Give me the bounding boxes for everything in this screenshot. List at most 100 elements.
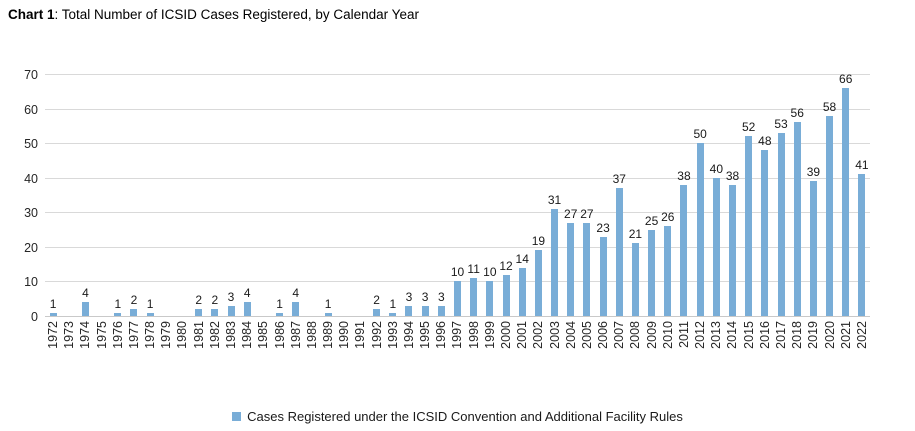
x-tick-label: 1972 <box>46 321 61 349</box>
bar-value-label: 12 <box>499 258 513 273</box>
bar-value-label: 58 <box>822 99 837 114</box>
bar <box>648 229 656 316</box>
bar <box>761 150 769 316</box>
bar-value-label: 66 <box>839 71 853 86</box>
legend: Cases Registered under the ICSID Convent… <box>0 409 915 424</box>
bar <box>534 250 542 316</box>
bar-value-label: 19 <box>531 234 546 249</box>
bar <box>826 115 834 316</box>
bar-value-label: 2 <box>195 293 202 308</box>
x-tick-label: 2018 <box>790 321 805 349</box>
x-tick-label: 2013 <box>709 321 724 349</box>
x-tick-label: 1986 <box>272 321 287 349</box>
x-tick-label: 1993 <box>385 321 400 349</box>
bar <box>211 309 219 316</box>
bar-value-label: 3 <box>437 289 445 304</box>
x-tick-label: 2000 <box>499 321 514 349</box>
y-tick-label: 50 <box>24 137 38 152</box>
bar-value-label: 1 <box>389 296 397 311</box>
bar <box>373 309 381 316</box>
x-tick-label: 2003 <box>547 321 562 349</box>
bar <box>486 281 494 316</box>
x-tick-label: 1988 <box>304 321 319 349</box>
x-tick-label: 1984 <box>240 321 255 349</box>
x-tick-label: 1991 <box>353 321 368 349</box>
bar-value-label: 4 <box>292 286 300 301</box>
chart-title-prefix: Chart 1 <box>8 7 55 22</box>
bar-value-label: 1 <box>276 296 283 311</box>
chart-title-text: : Total Number of ICSID Cases Registered… <box>54 7 419 22</box>
bar <box>712 177 720 316</box>
bar <box>680 184 688 316</box>
bar <box>454 281 461 316</box>
bar <box>130 309 138 316</box>
bar-value-label: 23 <box>596 220 610 235</box>
gridline <box>45 74 870 75</box>
x-tick-label: 2015 <box>741 321 756 349</box>
bar <box>551 208 559 316</box>
x-tick-label: 2009 <box>644 321 659 349</box>
x-tick-label: 2022 <box>854 321 869 349</box>
bar-value-label: 38 <box>677 168 691 183</box>
bar-value-label: 3 <box>227 289 235 304</box>
bar <box>49 312 57 316</box>
bar-value-label: 1 <box>146 296 154 311</box>
bar-value-label: 4 <box>82 286 89 301</box>
bar-value-label: 1 <box>49 296 57 311</box>
bar <box>146 312 154 316</box>
x-tick-label: 1982 <box>207 321 222 349</box>
gridline <box>45 316 870 317</box>
bar-value-label: 52 <box>741 120 756 135</box>
bar-value-label: 31 <box>547 192 562 207</box>
bar <box>842 87 850 316</box>
x-tick-label: 1990 <box>337 321 352 349</box>
bar <box>793 122 801 316</box>
bar-value-label: 39 <box>806 165 821 180</box>
x-tick-label: 1979 <box>159 321 174 349</box>
bar-value-label: 3 <box>405 289 413 304</box>
bar-value-label: 27 <box>564 206 578 221</box>
y-tick-label: 0 <box>31 310 38 324</box>
bar-value-label: 56 <box>790 106 804 121</box>
x-tick-label: 1989 <box>321 321 336 349</box>
x-tick-label: 2021 <box>838 321 853 349</box>
bar <box>81 302 89 316</box>
bar <box>518 267 526 316</box>
bar <box>470 277 478 316</box>
bar-value-label: 10 <box>450 265 465 280</box>
bar-value-label: 21 <box>628 227 643 242</box>
x-tick-label: 2001 <box>515 321 530 349</box>
bar-value-label: 4 <box>243 286 251 301</box>
bar-value-label: 11 <box>467 261 480 276</box>
x-tick-label: 1994 <box>401 321 416 349</box>
legend-label: Cases Registered under the ICSID Convent… <box>247 409 683 424</box>
bar <box>631 243 639 316</box>
x-tick-label: 1996 <box>434 321 449 349</box>
bar-value-label: 1 <box>114 296 122 311</box>
bar <box>745 136 753 316</box>
bar-value-label: 41 <box>855 158 869 173</box>
bar <box>389 312 397 316</box>
bar-value-label: 2 <box>130 293 138 308</box>
y-tick-label: 10 <box>24 275 38 290</box>
legend-marker-icon <box>232 412 242 421</box>
x-tick-label: 2007 <box>612 321 627 349</box>
x-tick-label: 2020 <box>822 321 837 349</box>
x-tick-label: 1992 <box>369 321 384 349</box>
gridline <box>45 246 870 248</box>
x-tick-label: 1983 <box>224 321 239 349</box>
bar <box>292 302 300 316</box>
bar <box>405 305 413 316</box>
bar-value-label: 1 <box>324 296 332 311</box>
bar <box>243 302 251 316</box>
bar <box>437 305 445 316</box>
bar-value-label: 10 <box>483 265 497 280</box>
bar-value-label: 50 <box>693 127 707 142</box>
bar <box>777 132 785 316</box>
bar-value-label: 27 <box>580 206 594 221</box>
x-tick-label: 1975 <box>94 321 109 349</box>
bar <box>502 274 510 316</box>
bar-value-label: 53 <box>774 116 788 131</box>
x-tick-label: 2011 <box>676 321 691 348</box>
